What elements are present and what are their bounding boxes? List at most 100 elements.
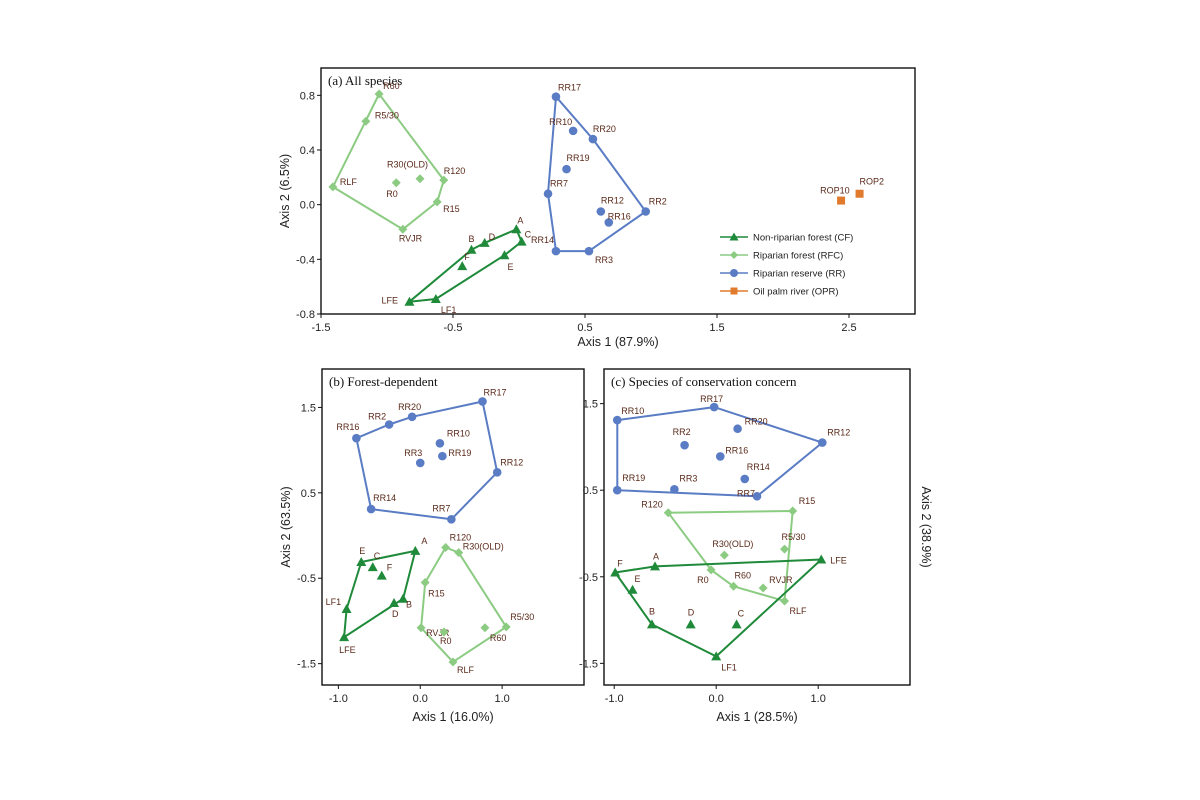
panel-a-frame <box>320 67 916 315</box>
point-a <box>410 545 421 555</box>
point-rr20 <box>407 412 417 422</box>
point-label: R60 <box>735 570 752 580</box>
point-rr14 <box>740 474 750 484</box>
point-label: RLF <box>457 665 475 675</box>
point-rr2 <box>641 207 651 216</box>
point-label: RR16 <box>725 445 748 455</box>
point-lfe <box>816 554 827 564</box>
point-r30-old- <box>719 550 729 560</box>
point-f <box>376 570 387 580</box>
y-tick-label: 0.4 <box>300 145 315 157</box>
hull-cf <box>614 558 823 658</box>
x-tick-label: 0.5 <box>577 322 592 334</box>
legend-marker-rr <box>730 269 738 277</box>
point-r60 <box>374 89 384 99</box>
point-rr2 <box>384 420 394 429</box>
point-r15 <box>788 506 798 516</box>
point-r120 <box>441 542 451 552</box>
point-r0 <box>391 178 401 188</box>
legend-item-opr: Oil palm river (OPR) <box>720 287 839 298</box>
point-label: RR7 <box>737 488 755 498</box>
point-label: B <box>406 600 412 610</box>
point-label: RR3 <box>595 255 613 265</box>
point-rr17 <box>478 397 487 406</box>
point-r5-30 <box>501 622 511 632</box>
point-label: R30(OLD) <box>463 542 504 552</box>
point-r60 <box>480 623 490 633</box>
point-label: F <box>464 252 470 262</box>
x-tick-label: 1.5 <box>709 322 724 334</box>
point-label: LFE <box>381 296 398 306</box>
point-rlf <box>780 596 790 606</box>
point-label: R15 <box>443 204 460 214</box>
point-d <box>389 598 400 608</box>
point-label: RR20 <box>398 402 421 412</box>
y-tick-label: 1.5 <box>301 402 316 414</box>
panel-b-ticks: -1.0 0.0 1.0 1.5 0.5 -0.5 -1.5 <box>297 402 510 705</box>
point-e <box>499 250 510 260</box>
point-label: R15 <box>799 496 816 506</box>
series-rr: RR17 RR10 RR20 RR19 RR7 RR12 RR16 RR2 RR14 RR3 <box>531 83 667 265</box>
point-r120 <box>663 508 673 518</box>
point-label: RR12 <box>827 428 850 438</box>
legend-label-rfc: Riparian forest (RFC) <box>753 251 843 262</box>
x-tick-label: -0.5 <box>444 322 463 334</box>
legend-label-rr: Riparian reserve (RR) <box>753 269 845 280</box>
y-tick-label: -1.5 <box>579 658 598 670</box>
point-lf1 <box>430 293 441 303</box>
point-label: A <box>653 551 659 561</box>
point-r15 <box>432 197 442 207</box>
panel-a-title: (a) All species <box>328 73 402 88</box>
point-r5-30 <box>361 116 371 126</box>
x-tick-label: 0.0 <box>709 693 724 705</box>
legend-label-cf: Non-riparian forest (CF) <box>753 233 853 244</box>
point-label: R0 <box>697 575 709 585</box>
point-rvjr <box>398 224 408 234</box>
point-label: E <box>359 546 365 556</box>
point-r15 <box>420 578 430 588</box>
legend-marker-opr <box>730 287 738 295</box>
point-rr3 <box>415 458 425 468</box>
series-cf: A ECF LF1 DB LFE <box>326 536 428 655</box>
point-label: RR10 <box>447 428 470 438</box>
point-label: R5/30 <box>782 532 806 542</box>
point-label: RR19 <box>448 448 471 458</box>
point-label: RR17 <box>700 394 723 404</box>
point-label: R0 <box>386 189 398 199</box>
point-label: A <box>421 536 427 546</box>
point-label: RVJR <box>399 233 423 243</box>
point-label: RR20 <box>745 417 768 427</box>
point-rr14 <box>551 246 561 256</box>
point-label: RLF <box>340 177 358 187</box>
point-d <box>479 237 490 247</box>
point-rr16 <box>715 452 725 461</box>
series-cf: AC E D BF LFE LF1 <box>381 215 531 315</box>
hull-cf <box>408 228 523 303</box>
legend-label-opr: Oil palm river (OPR) <box>753 287 839 298</box>
point-label: LFE <box>830 555 847 565</box>
panel-c: (c) Species of conservation concern -1.0… <box>579 368 933 724</box>
point-rr19 <box>562 164 571 174</box>
x-tick-label: -1.5 <box>312 322 331 334</box>
point-rr19 <box>438 451 447 461</box>
point-label: RR3 <box>679 473 697 483</box>
x-tick-label: 1.0 <box>811 693 826 705</box>
point-r0 <box>706 565 716 575</box>
hull-rfc <box>667 510 794 602</box>
y-tick-label: 0.5 <box>301 488 316 500</box>
legend-marker-cf <box>729 232 739 241</box>
x-tick-label: 0.0 <box>413 693 428 705</box>
point-rr3 <box>670 485 679 494</box>
point-rr12 <box>492 468 502 477</box>
point-label: RR17 <box>483 387 506 397</box>
point-a <box>511 224 522 234</box>
point-r120 <box>439 175 449 185</box>
series-rfc: R60 R5/30 RLF R0 R30(OLD) R120 R15 RVJR <box>328 81 465 243</box>
point-rr12 <box>817 438 827 447</box>
point-c <box>367 562 378 572</box>
point-r30-old- <box>454 548 464 558</box>
hull-rfc <box>331 93 445 231</box>
